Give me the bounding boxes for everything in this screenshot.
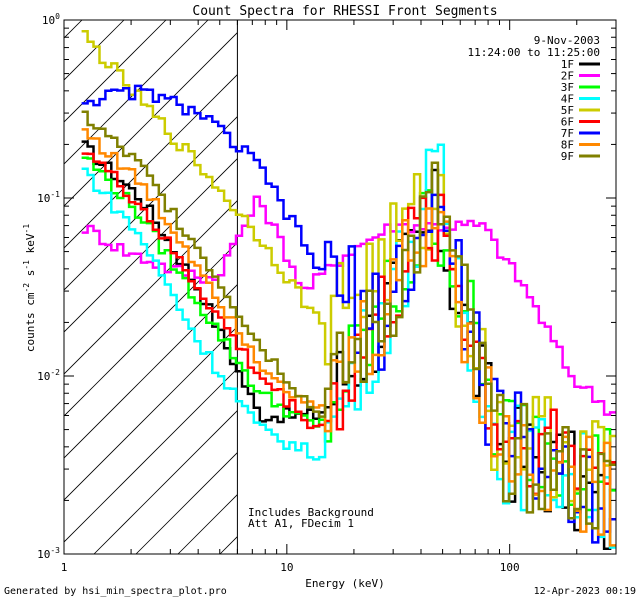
chart-title: Count Spectra for RHESSI Front Segments — [192, 4, 497, 19]
series-line-7F — [81, 84, 616, 544]
time-range: 11:24:00 to 11:25:00 — [468, 46, 600, 59]
background-note: Includes Background — [248, 506, 374, 519]
axis-ticks — [63, 19, 617, 555]
legend-label-2F: 2F — [561, 70, 574, 83]
hatch-line — [64, 20, 83, 39]
hatch-line — [64, 32, 238, 207]
hatch-line — [64, 326, 238, 501]
hatch-line — [135, 452, 238, 554]
hatch-line — [0, 20, 40, 554]
legend-label-8F: 8F — [561, 139, 574, 152]
legend-label-4F: 4F — [561, 93, 574, 106]
hatch-line — [64, 158, 238, 333]
y-tick-label-1: 10-1 — [37, 190, 60, 205]
x-tick-label-100: 100 — [500, 561, 520, 574]
legend-label-6F: 6F — [561, 116, 574, 129]
y-tick-label-3: 10-3 — [37, 546, 60, 561]
series-line-9F — [81, 110, 616, 530]
x-tick-label-10: 10 — [280, 561, 293, 574]
hatch-line — [64, 20, 167, 123]
attenuator-note: Att A1, FDecim 1 — [248, 517, 354, 530]
series-group — [81, 30, 616, 551]
hatch-line — [64, 284, 238, 459]
x-tick-label-1: 1 — [61, 561, 68, 574]
legend-label-9F: 9F — [561, 150, 574, 163]
hatch-line — [64, 200, 238, 375]
series-line-6F — [81, 152, 616, 496]
generated-by: Generated by hsi_min_spectra_plot.pro — [4, 586, 227, 597]
hatch-line — [64, 20, 209, 165]
hatch-line — [93, 410, 238, 554]
hatch-line — [64, 242, 238, 417]
hatch-line — [64, 368, 238, 543]
hatch-line — [64, 116, 238, 291]
hatch-line — [219, 536, 238, 554]
legend-label-1F: 1F — [561, 58, 574, 71]
legend-label-3F: 3F — [561, 81, 574, 94]
hatched-region — [0, 20, 238, 554]
generation-timestamp: 12-Apr-2023 00:19 — [534, 586, 636, 597]
y-axis-label: counts cm-2 s-1 keV-1 — [22, 224, 37, 352]
legend-label-5F: 5F — [561, 104, 574, 117]
legend-label-7F: 7F — [561, 127, 574, 140]
hatch-line — [64, 74, 238, 249]
y-tick-label-0: 100 — [42, 12, 60, 27]
plot-frame — [63, 19, 617, 555]
y-tick-label-2: 10-2 — [37, 368, 60, 383]
x-axis-label: Energy (keV) — [305, 577, 384, 590]
observation-date: 9-Nov-2003 — [534, 34, 600, 47]
